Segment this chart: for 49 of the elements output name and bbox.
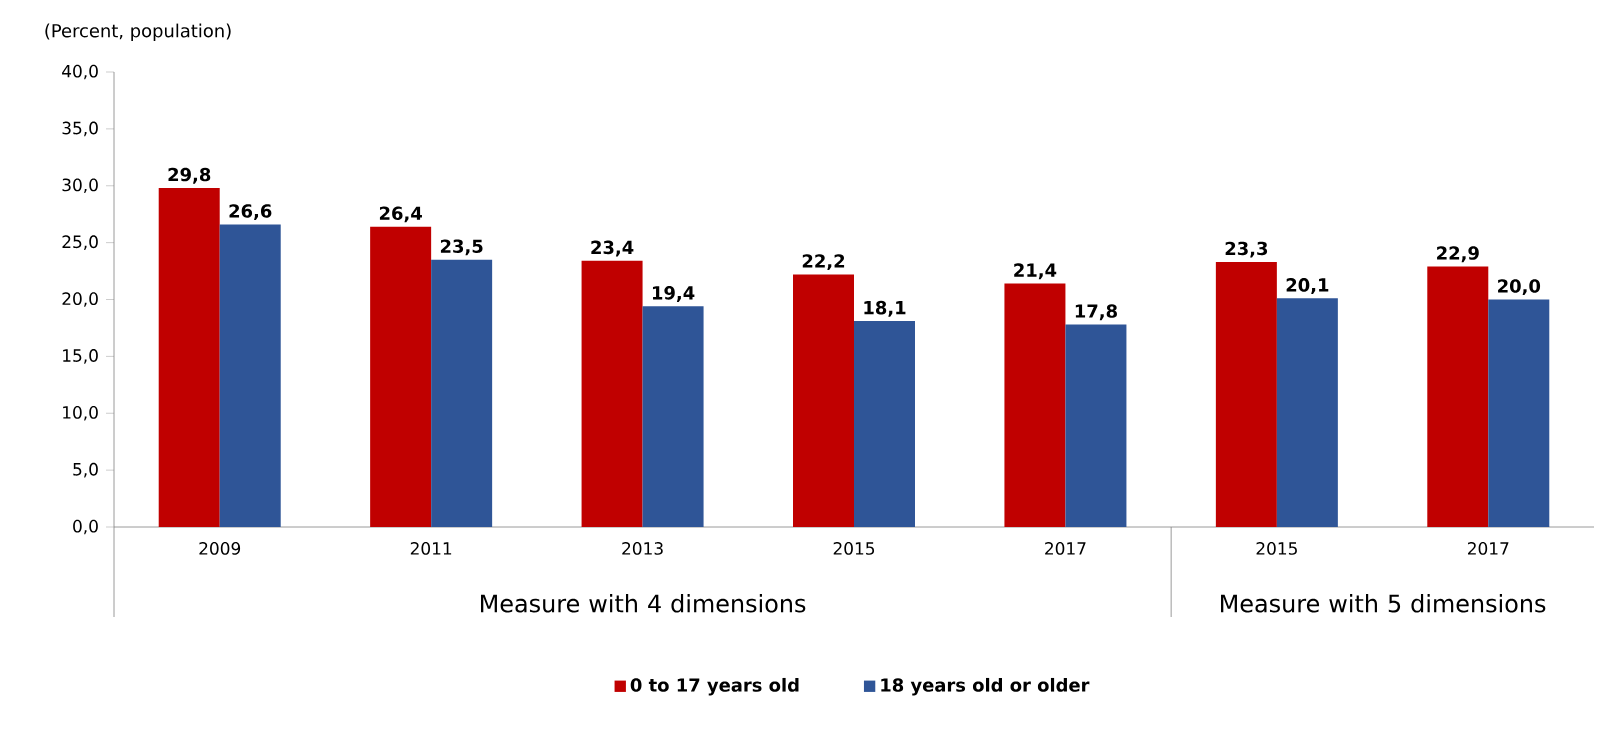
bar xyxy=(1427,266,1489,527)
bar xyxy=(793,274,854,527)
data-label: 26,6 xyxy=(229,204,272,221)
y-tick-label: 30,0 xyxy=(62,178,98,194)
legend-label: 18 years old or older xyxy=(881,677,1090,696)
bar xyxy=(431,259,493,527)
data-label: 22,2 xyxy=(802,254,845,271)
data-label: 23,3 xyxy=(1225,241,1268,258)
y-tick-label: 40,0 xyxy=(62,64,98,80)
bar xyxy=(158,188,220,527)
y-axis-title: (Percent, population) xyxy=(45,23,231,41)
legend-label: 0 to 17 years old xyxy=(630,677,799,696)
y-tick-label: 35,0 xyxy=(62,121,98,137)
x-tick-label: 2015 xyxy=(1256,542,1297,555)
x-tick-label: 2011 xyxy=(410,542,452,555)
bar xyxy=(1276,298,1338,527)
x-tick-label: 2009 xyxy=(199,542,241,555)
data-label: 18,1 xyxy=(864,300,906,317)
x-tick-label: 2015 xyxy=(833,542,875,555)
bar xyxy=(854,321,915,527)
text: Measure with 4 dimensions xyxy=(481,594,806,613)
bar xyxy=(1215,261,1277,527)
data-label: 23,4 xyxy=(591,240,634,257)
bar xyxy=(1004,283,1066,527)
bar xyxy=(370,226,432,527)
data-label: 26,4 xyxy=(379,206,422,223)
text: Measure with 5 dimensions xyxy=(1221,594,1546,613)
y-tick-label: 20,0 xyxy=(62,292,98,307)
y-tick-label: 15,0 xyxy=(63,349,98,364)
data-label: 20,1 xyxy=(1286,278,1329,294)
bar xyxy=(219,224,281,527)
bar xyxy=(581,260,643,527)
y-tick-label: 0,0 xyxy=(73,519,98,535)
data-label: 23,5 xyxy=(440,239,483,256)
x-tick-label: 2017 xyxy=(1045,542,1086,555)
data-label: 29,8 xyxy=(168,167,211,184)
data-label: 22,9 xyxy=(1437,246,1479,263)
data-label: 17,8 xyxy=(1075,304,1117,321)
data-label: 19,4 xyxy=(652,286,695,302)
bar xyxy=(1488,299,1550,527)
x-tick-label: 2017 xyxy=(1467,542,1509,555)
data-label: 20,0 xyxy=(1498,279,1541,296)
y-tick-label: 5,0 xyxy=(73,462,98,478)
data-label: 21,4 xyxy=(1014,263,1057,280)
bar xyxy=(1065,324,1127,527)
y-tick-label: 25,0 xyxy=(62,235,98,250)
bar xyxy=(642,306,704,527)
y-tick-label: 10,0 xyxy=(63,405,98,421)
x-tick-label: 2013 xyxy=(622,542,663,555)
